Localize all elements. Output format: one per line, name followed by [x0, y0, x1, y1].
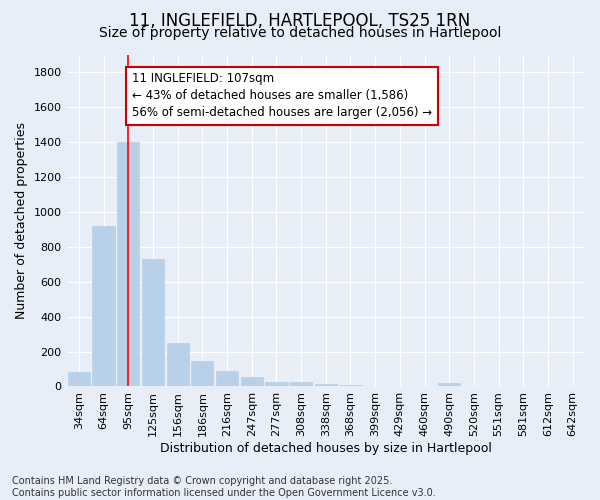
- Bar: [290, 382, 312, 386]
- Bar: [167, 343, 189, 386]
- Bar: [241, 377, 263, 386]
- Bar: [92, 226, 115, 386]
- Bar: [438, 384, 460, 386]
- Bar: [340, 385, 362, 386]
- Bar: [142, 259, 164, 386]
- Text: 11, INGLEFIELD, HARTLEPOOL, TS25 1RN: 11, INGLEFIELD, HARTLEPOOL, TS25 1RN: [130, 12, 470, 30]
- Y-axis label: Number of detached properties: Number of detached properties: [15, 122, 28, 319]
- Bar: [216, 371, 238, 386]
- Text: Size of property relative to detached houses in Hartlepool: Size of property relative to detached ho…: [99, 26, 501, 40]
- Bar: [191, 361, 214, 386]
- Text: 11 INGLEFIELD: 107sqm
← 43% of detached houses are smaller (1,586)
56% of semi-d: 11 INGLEFIELD: 107sqm ← 43% of detached …: [132, 72, 432, 120]
- Bar: [117, 142, 139, 386]
- Text: Contains HM Land Registry data © Crown copyright and database right 2025.
Contai: Contains HM Land Registry data © Crown c…: [12, 476, 436, 498]
- X-axis label: Distribution of detached houses by size in Hartlepool: Distribution of detached houses by size …: [160, 442, 492, 455]
- Bar: [265, 382, 287, 386]
- Bar: [314, 384, 337, 386]
- Bar: [68, 372, 90, 386]
